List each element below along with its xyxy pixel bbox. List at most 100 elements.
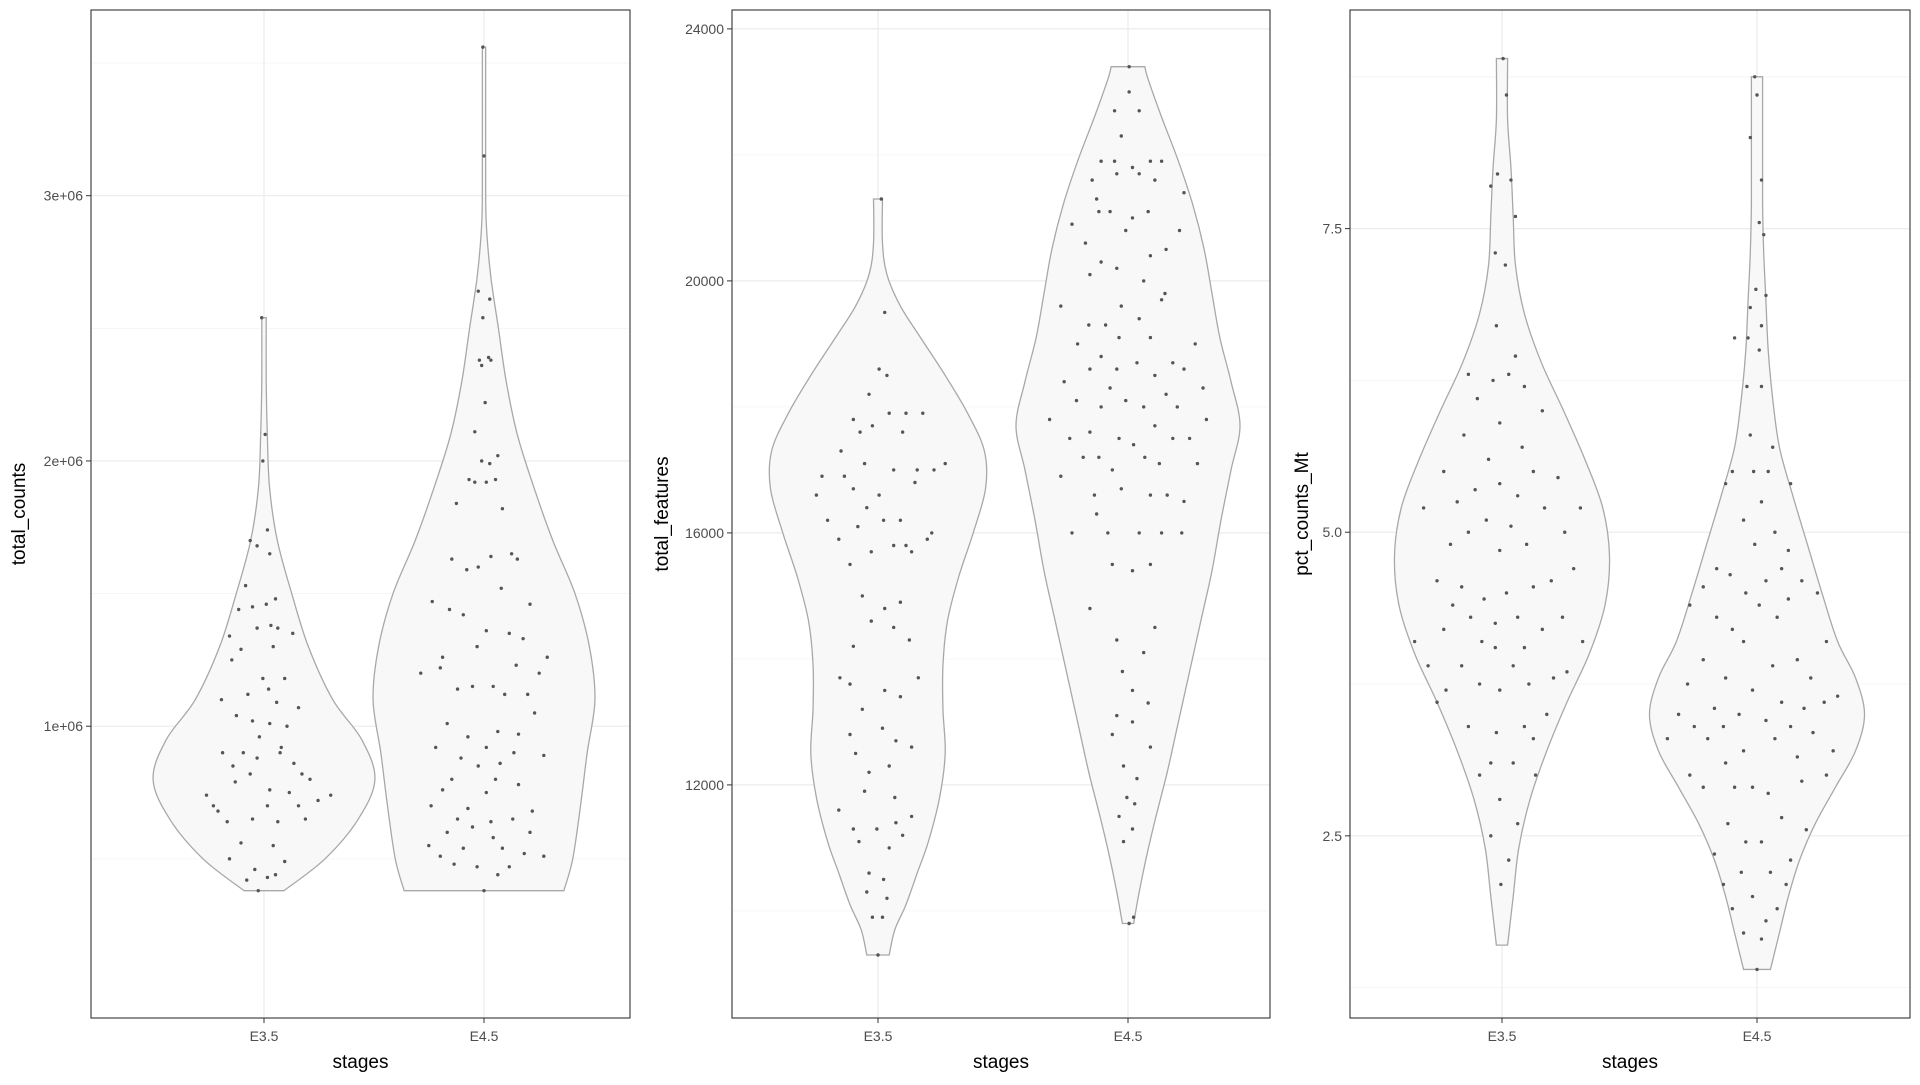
data-point <box>1701 785 1705 789</box>
data-point <box>542 753 546 758</box>
data-point <box>475 865 479 869</box>
panel-border <box>731 9 1271 1019</box>
data-point <box>1115 713 1119 718</box>
data-point <box>296 804 301 808</box>
data-point <box>1462 433 1466 437</box>
x-tick-label: E4.5 <box>470 1028 499 1044</box>
data-point <box>493 777 498 781</box>
data-point <box>1059 304 1063 308</box>
data-point <box>1835 694 1840 698</box>
data-point <box>419 671 423 675</box>
y-axis-title: total_features <box>652 456 673 571</box>
data-point <box>1081 455 1085 459</box>
data-point <box>273 873 278 877</box>
data-point <box>1563 530 1567 534</box>
data-point <box>1509 524 1513 528</box>
data-point <box>1171 361 1175 365</box>
data-point <box>848 562 852 567</box>
y-tick-label: 1e+06 <box>44 718 84 734</box>
data-point <box>445 830 449 835</box>
data-point <box>1110 562 1115 567</box>
data-point <box>1047 417 1052 422</box>
data-point <box>881 518 886 522</box>
data-point <box>1130 569 1135 573</box>
data-point <box>1701 658 1705 662</box>
data-point <box>465 568 469 572</box>
data-point <box>1556 475 1560 480</box>
data-point <box>1515 615 1520 619</box>
panel-border <box>1349 9 1911 1019</box>
data-point <box>489 358 493 362</box>
data-point <box>491 684 495 689</box>
data-point <box>1099 354 1103 359</box>
data-point <box>1795 658 1800 662</box>
data-point <box>265 528 270 532</box>
data-point <box>239 647 243 651</box>
data-point <box>930 531 934 535</box>
data-point <box>1442 627 1446 632</box>
data-point <box>216 809 220 813</box>
data-point <box>512 751 516 755</box>
data-point <box>466 735 470 739</box>
data-point <box>1112 159 1117 163</box>
data-point <box>1475 396 1480 401</box>
data-point <box>434 745 438 750</box>
data-point <box>256 888 260 893</box>
data-point <box>1540 627 1545 632</box>
data-point <box>475 644 479 649</box>
data-point <box>1745 384 1749 389</box>
data-point <box>308 777 312 781</box>
data-point <box>1723 676 1728 680</box>
data-point <box>885 373 889 378</box>
data-point <box>1507 858 1511 862</box>
data-point <box>1513 214 1518 219</box>
y-tick-label: 20000 <box>685 273 724 289</box>
data-point <box>246 692 250 697</box>
data-point <box>231 764 235 768</box>
data-point <box>1770 664 1775 668</box>
data-point <box>879 197 884 201</box>
y-axis-title: total_counts <box>9 463 30 565</box>
data-point <box>1688 773 1692 777</box>
data-point <box>1755 93 1759 97</box>
data-point <box>1448 542 1453 547</box>
data-point <box>1755 967 1759 972</box>
data-point <box>1721 882 1726 887</box>
data-point <box>913 480 917 485</box>
data-point <box>234 713 239 718</box>
data-point <box>265 804 270 808</box>
data-point <box>1802 706 1806 711</box>
data-point <box>842 474 847 478</box>
data-point <box>482 154 486 158</box>
data-point <box>1522 384 1527 389</box>
data-point <box>440 655 445 659</box>
data-point <box>1455 500 1459 504</box>
data-point <box>1800 579 1804 583</box>
data-point <box>837 808 841 812</box>
data-point <box>522 851 526 856</box>
x-tick-label: E3.5 <box>250 1028 279 1044</box>
data-point <box>466 806 470 811</box>
data-point <box>1748 135 1752 140</box>
data-point <box>276 626 280 630</box>
data-point <box>1143 455 1147 459</box>
data-point <box>1130 216 1135 220</box>
data-point <box>1477 682 1482 686</box>
data-point <box>932 468 936 472</box>
data-point <box>1135 361 1139 365</box>
data-point <box>880 915 885 919</box>
data-point <box>894 739 898 743</box>
data-point <box>1124 398 1128 403</box>
data-point <box>1741 749 1746 753</box>
data-point <box>1482 597 1486 601</box>
data-point <box>1751 469 1756 474</box>
data-point <box>300 772 304 776</box>
data-point <box>1074 398 1079 403</box>
data-point <box>1103 323 1108 327</box>
data-point <box>1759 937 1764 941</box>
data-point <box>1788 481 1793 486</box>
data-point <box>454 501 459 506</box>
data-point <box>268 552 272 556</box>
data-point <box>1108 386 1112 390</box>
data-point <box>870 424 875 428</box>
